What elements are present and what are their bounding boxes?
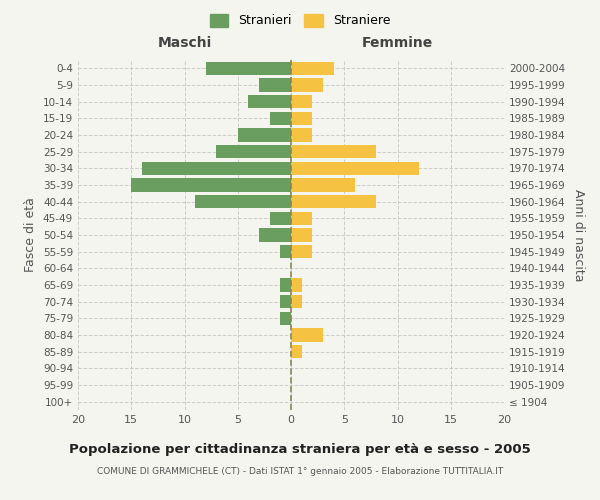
Bar [248,95,291,108]
Bar [270,212,291,225]
Bar [291,228,313,241]
Bar [270,112,291,125]
Text: Femmine: Femmine [362,36,433,50]
Bar [291,128,313,141]
Bar [291,278,302,291]
Text: Maschi: Maschi [0,499,1,500]
Bar [206,62,291,75]
Bar [280,295,291,308]
Bar [259,78,291,92]
Bar [259,228,291,241]
Bar [131,178,291,192]
Bar [291,162,419,175]
Bar [291,145,376,158]
Bar [291,62,334,75]
Text: COMUNE DI GRAMMICHELE (CT) - Dati ISTAT 1° gennaio 2005 - Elaborazione TUTTITALI: COMUNE DI GRAMMICHELE (CT) - Dati ISTAT … [97,468,503,476]
Text: Femmine: Femmine [0,499,1,500]
Bar [291,95,313,108]
Bar [280,278,291,291]
Bar [291,178,355,192]
Bar [291,212,313,225]
Bar [291,295,302,308]
Text: Popolazione per cittadinanza straniera per età e sesso - 2005: Popolazione per cittadinanza straniera p… [69,442,531,456]
Bar [291,112,313,125]
Y-axis label: Fasce di età: Fasce di età [25,198,37,272]
Text: Maschi: Maschi [157,36,212,50]
Legend: Stranieri, Straniere: Stranieri, Straniere [205,8,395,32]
Bar [142,162,291,175]
Bar [291,78,323,92]
Y-axis label: Anni di nascita: Anni di nascita [572,188,585,281]
Bar [291,328,323,342]
Bar [238,128,291,141]
Bar [280,312,291,325]
Bar [291,345,302,358]
Bar [291,195,376,208]
Bar [217,145,291,158]
Bar [291,245,313,258]
Bar [280,245,291,258]
Bar [195,195,291,208]
